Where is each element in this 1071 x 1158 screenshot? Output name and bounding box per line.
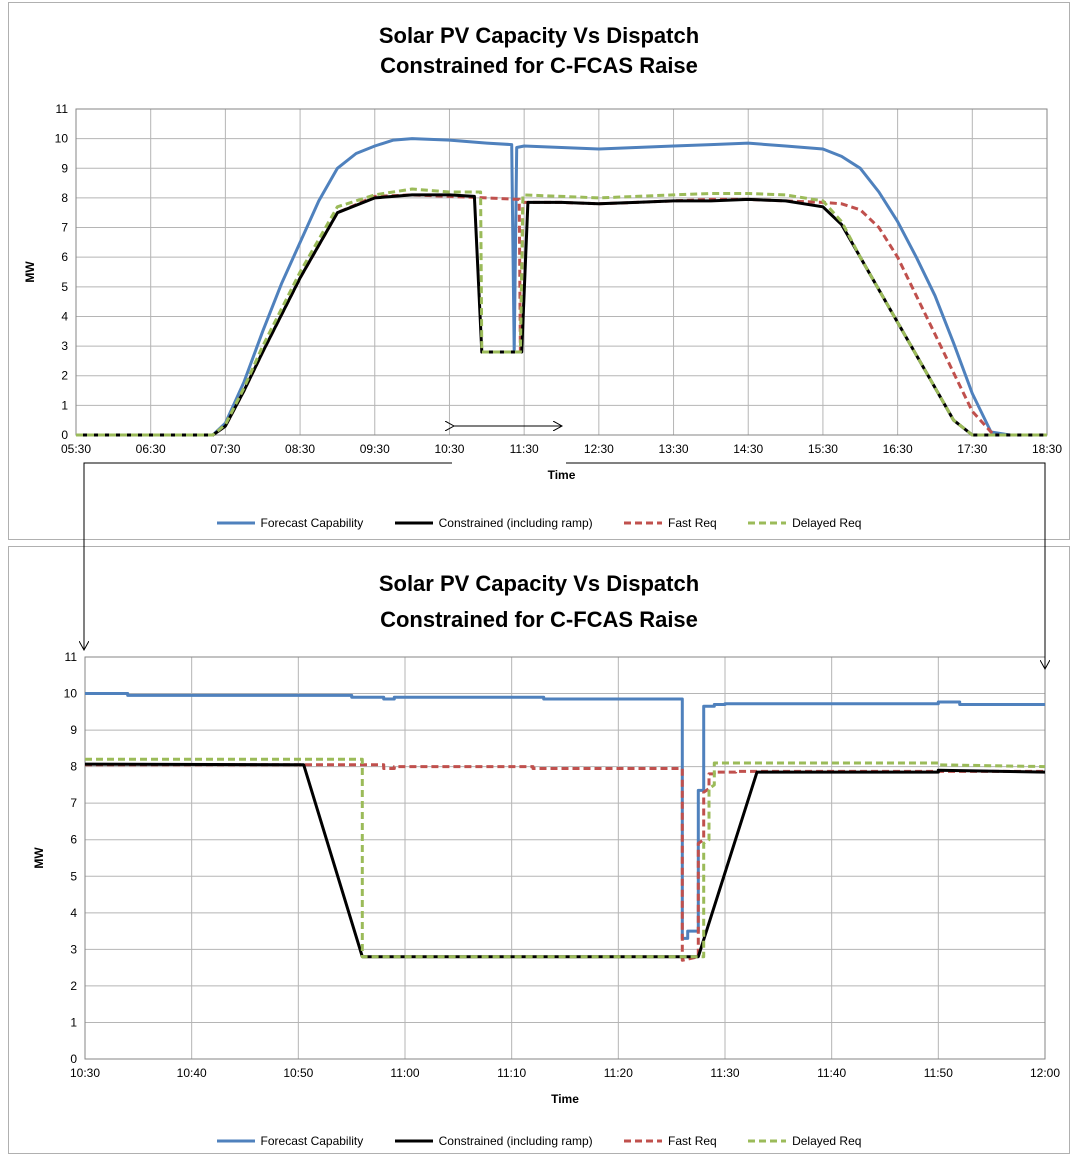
y-tick-label: 6 (61, 250, 68, 264)
plot-area-zoomed: 0 1 2 3 4 5 6 7 8 9 10 11 10:30 10:40 10:50 11:00 11:10 1… (32, 650, 1060, 1106)
y-tick-label: 3 (61, 339, 68, 353)
y-tick-label: 11 (65, 650, 78, 664)
legend-label-forecast-zoomed: Forecast Capability (260, 1134, 364, 1149)
x-tick-label: 10:30 (70, 1066, 100, 1080)
legend-item-delayed-req: Delayed Req (748, 515, 861, 530)
x-tick-label: 13:30 (659, 442, 689, 456)
x-tick-label: 11:40 (817, 1066, 846, 1080)
x-tick-label: 12:30 (584, 442, 614, 456)
x-tick-label: 10:30 (434, 442, 464, 456)
legend-label-constrained-zoomed: Constrained (including ramp) (438, 1134, 593, 1149)
y-tick-label: 4 (70, 906, 77, 920)
y-tick-label: 0 (61, 428, 68, 442)
legend-swatch-forecast-zoomed (216, 1139, 255, 1143)
plot-frame (75, 108, 1048, 436)
legend-label-constrained: Constrained (including ramp) (438, 516, 593, 531)
x-tick-label: 18:30 (1032, 442, 1062, 456)
x-tick-label: 11:30 (510, 442, 539, 456)
x-tick-label: 10:50 (283, 1066, 313, 1080)
legend-swatch-delayed-req-zoomed (748, 1139, 787, 1143)
legend-item-forecast: Forecast Capability (216, 515, 364, 531)
legend-item-constrained: Constrained (including ramp) (394, 515, 593, 531)
y-tick-label: 7 (61, 221, 68, 235)
legend-item-constrained-zoomed: Constrained (including ramp) (394, 1133, 593, 1149)
series-line-fast-req (85, 763, 1045, 962)
chart-title-line2: Constrained for C-FCAS Raise (380, 53, 698, 78)
x-tick-label: 17:30 (957, 442, 987, 456)
x-tick-label: 09:30 (360, 442, 390, 456)
legend-item-delayed-req-zoomed: Delayed Req (748, 1133, 861, 1148)
y-tick-label: 11 (56, 102, 69, 116)
legend-label-fast-req-zoomed: Fast Req (668, 1134, 717, 1149)
x-tick-label: 08:30 (285, 442, 315, 456)
x-tick-label: 07:30 (210, 442, 240, 456)
legend-swatch-constrained (394, 521, 433, 525)
plot-area-full-day: 0 1 2 3 4 5 6 7 8 9 10 11 05:30 06:30 07:30 08:30 09:30 1… (23, 102, 1062, 482)
y-axis-label: MW (32, 847, 46, 869)
x-tick-label: 11:30 (710, 1066, 739, 1080)
y-tick-label: 8 (61, 191, 68, 205)
legend-swatch-fast-req (624, 521, 663, 525)
y-tick-label: 6 (70, 833, 77, 847)
series-line-forecast-capability (76, 137, 1047, 437)
legend-label-delayed-req-zoomed: Delayed Req (792, 1134, 862, 1149)
chart-panel-full-day: Solar PV Capacity Vs Dispatch Constraine… (8, 2, 1070, 540)
legend-label-delayed-req: Delayed Req (792, 516, 862, 531)
y-tick-label: 5 (61, 280, 68, 294)
x-tick-label: 12:00 (1030, 1066, 1060, 1080)
x-axis-label: Time (551, 1092, 579, 1106)
y-tick-label: 3 (70, 942, 77, 956)
y-axis-label: MW (23, 261, 37, 283)
legend-full-day: Forecast Capability Constrained (includi… (9, 515, 1069, 530)
x-tick-label: 06:30 (136, 442, 166, 456)
legend-swatch-delayed-req (748, 521, 787, 525)
plot-frame (84, 656, 1046, 1060)
chart-title-line1: Solar PV Capacity Vs Dispatch (378, 23, 700, 48)
y-tick-label: 9 (70, 723, 77, 737)
legend-label-fast-req: Fast Req (668, 516, 717, 531)
y-tick-label: 9 (61, 161, 68, 175)
y-tick-label: 2 (70, 979, 77, 993)
y-tick-label: 1 (61, 398, 68, 412)
x-axis-label: Time (548, 468, 576, 482)
series-line-forecast-capability (85, 692, 1045, 940)
y-tick-label: 4 (61, 309, 68, 323)
series-line-delayed-req (85, 757, 1046, 959)
x-tick-label: 11:10 (497, 1066, 526, 1080)
x-tick-label: 05:30 (61, 442, 91, 456)
legend-item-fast-req: Fast Req (624, 515, 717, 530)
y-tick-label: 8 (70, 760, 77, 774)
y-tick-label: 10 (55, 132, 69, 146)
x-tick-label: 15:30 (808, 442, 838, 456)
y-tick-label: 1 (70, 1015, 77, 1029)
legend-swatch-constrained-zoomed (394, 1139, 433, 1143)
y-tick-label: 5 (70, 869, 77, 883)
legend-swatch-forecast (216, 521, 255, 525)
legend-zoomed: Forecast Capability Constrained (includi… (9, 1133, 1069, 1148)
y-tick-label: 7 (70, 796, 77, 810)
legend-label-forecast: Forecast Capability (260, 516, 364, 531)
y-tick-label: 2 (61, 369, 68, 383)
x-tick-label: 11:00 (390, 1066, 419, 1080)
x-tick-label: 11:50 (924, 1066, 953, 1080)
x-tick-label: 10:40 (177, 1066, 207, 1080)
legend-swatch-fast-req-zoomed (624, 1139, 663, 1143)
series-line-constrained-including-ramp (84, 762, 1046, 959)
x-tick-label: 11:20 (604, 1066, 633, 1080)
x-tick-label: 14:30 (733, 442, 763, 456)
series-line-delayed-req (76, 187, 1047, 437)
y-tick-label: 0 (70, 1052, 77, 1066)
x-tick-label: 16:30 (883, 442, 913, 456)
chart-panel-zoomed: Solar PV Capacity Vs Dispatch Constraine… (8, 546, 1070, 1154)
y-tick-label: 10 (64, 687, 78, 701)
legend-item-fast-req-zoomed: Fast Req (624, 1133, 717, 1148)
legend-item-forecast-zoomed: Forecast Capability (216, 1133, 364, 1149)
